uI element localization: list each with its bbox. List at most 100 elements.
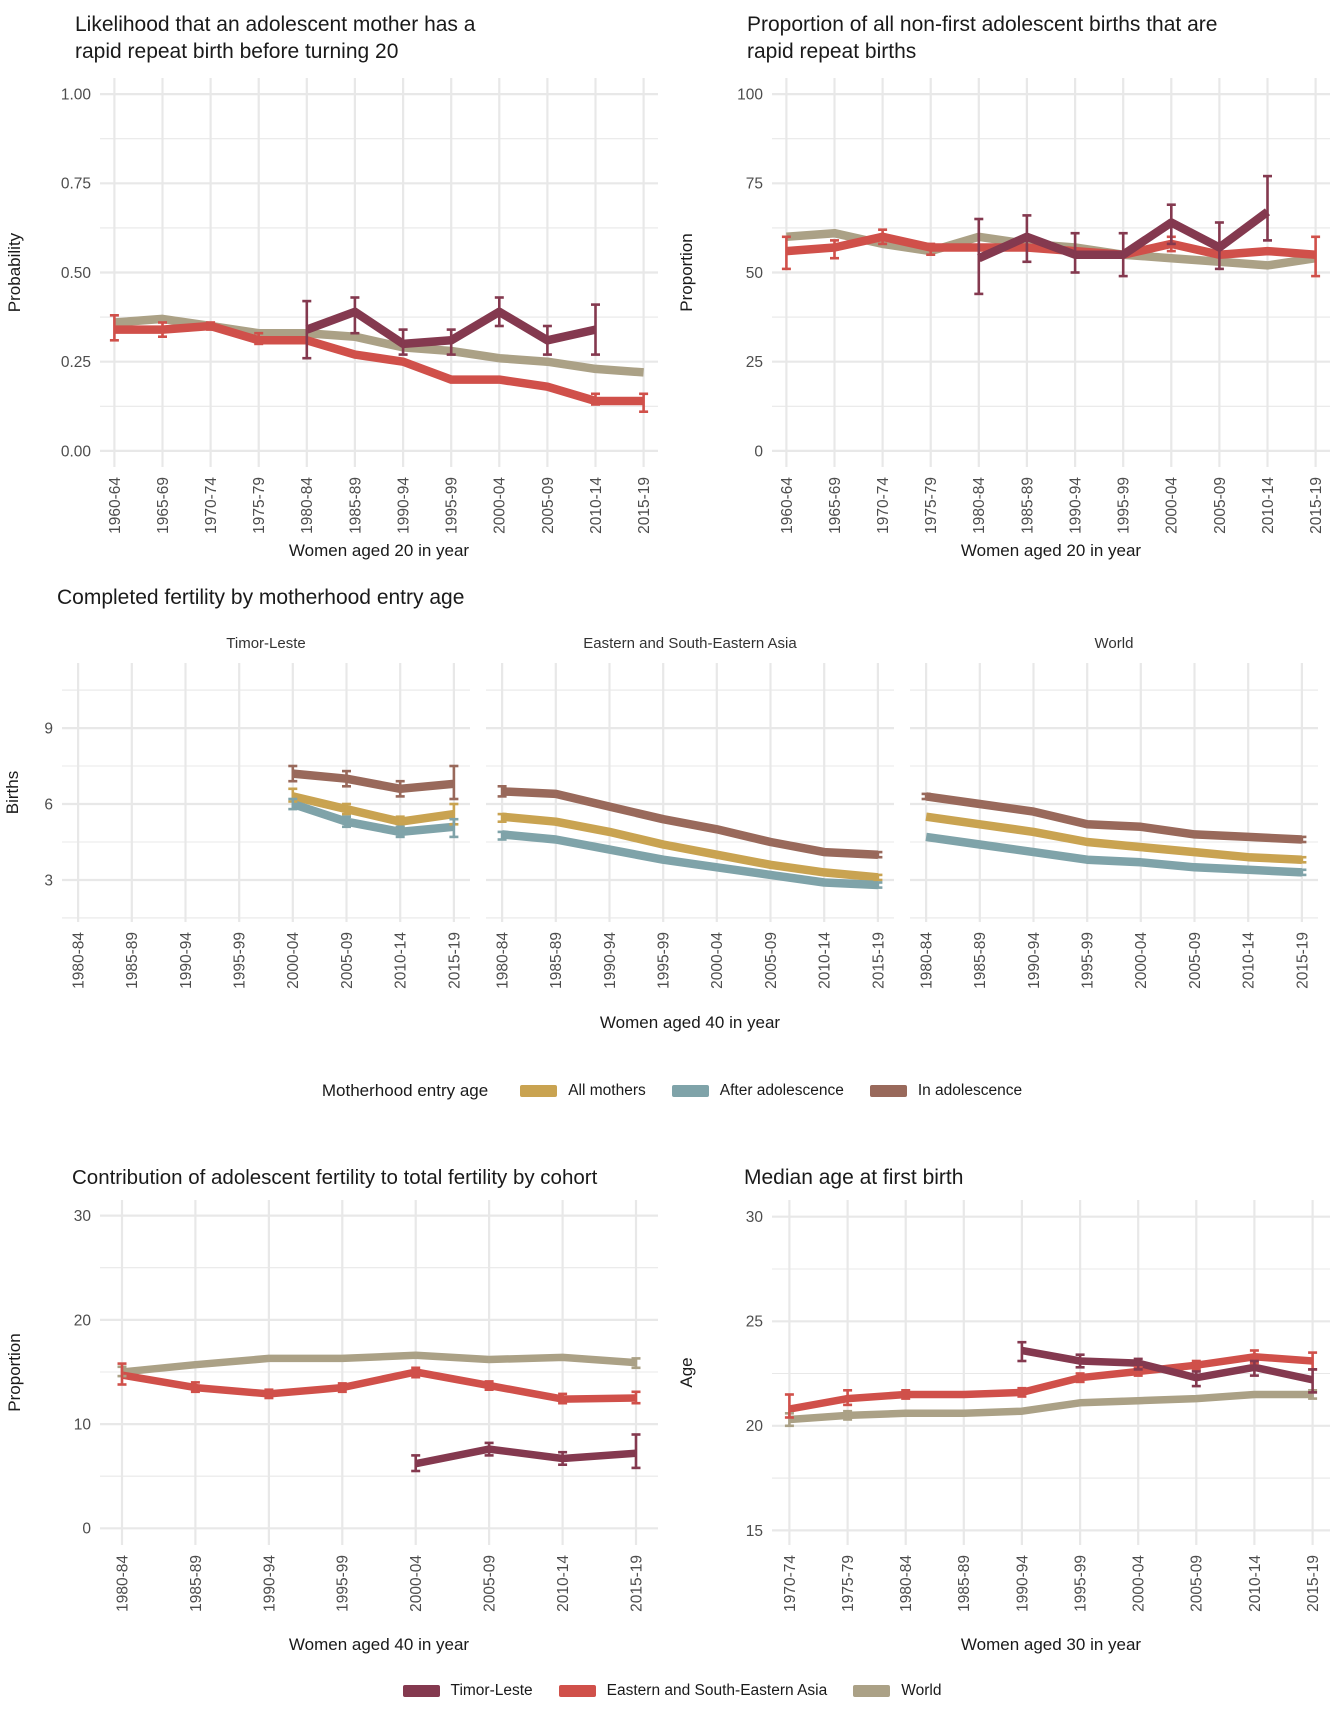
svg-text:Women aged 40 in year: Women aged 40 in year <box>600 1013 781 1032</box>
svg-text:Women aged 20 in year: Women aged 20 in year <box>961 541 1142 560</box>
svg-text:Age: Age <box>677 1357 696 1387</box>
svg-text:1995-99: 1995-99 <box>656 932 673 989</box>
svg-text:2000-04: 2000-04 <box>709 932 726 989</box>
svg-text:2000-04: 2000-04 <box>408 1555 425 1612</box>
svg-text:2000-04: 2000-04 <box>1131 1555 1148 1612</box>
svg-text:30: 30 <box>746 1209 764 1226</box>
legend-label: Eastern and South-Eastern Asia <box>606 1682 828 1699</box>
legend-label: After adolescence <box>719 1082 844 1099</box>
svg-text:1990-94: 1990-94 <box>261 1555 278 1612</box>
world-swatch-icon <box>853 1685 891 1697</box>
svg-text:Proportion of all non-first ad: Proportion of all non-first adolescent b… <box>747 13 1217 36</box>
svg-text:1970-74: 1970-74 <box>203 477 220 534</box>
timor-leste-swatch-icon <box>402 1685 440 1697</box>
chart-rrb-proportion: Proportion of all non-first adolescent b… <box>677 13 1330 560</box>
svg-text:2015-19: 2015-19 <box>1294 932 1311 989</box>
svg-text:1975-79: 1975-79 <box>251 477 268 534</box>
svg-text:1990-94: 1990-94 <box>1014 1555 1031 1612</box>
svg-text:1975-79: 1975-79 <box>923 477 940 534</box>
svg-text:2000-04: 2000-04 <box>285 932 302 989</box>
svg-text:rapid repeat births: rapid repeat births <box>747 40 916 63</box>
svg-text:1995-99: 1995-99 <box>1116 477 1133 534</box>
svg-text:9: 9 <box>44 721 53 738</box>
svg-text:50: 50 <box>746 265 764 282</box>
svg-text:2015-19: 2015-19 <box>636 477 653 534</box>
svg-text:0.25: 0.25 <box>61 354 91 371</box>
svg-text:1995-99: 1995-99 <box>1073 1555 1090 1612</box>
svg-text:20: 20 <box>746 1418 764 1435</box>
svg-text:0: 0 <box>754 443 763 460</box>
svg-text:Contribution of adolescent fer: Contribution of adolescent fertility to … <box>72 1166 598 1189</box>
svg-text:1980-84: 1980-84 <box>898 1555 915 1612</box>
svg-text:1990-94: 1990-94 <box>602 932 619 989</box>
svg-text:2015-19: 2015-19 <box>1305 1555 1322 1612</box>
svg-text:2015-19: 2015-19 <box>446 932 463 989</box>
legend-label: World <box>901 1682 942 1699</box>
svg-text:0.75: 0.75 <box>61 176 91 193</box>
svg-text:1965-69: 1965-69 <box>827 477 844 534</box>
svg-text:1980-84: 1980-84 <box>919 932 936 989</box>
svg-text:25: 25 <box>746 354 763 371</box>
svg-text:2005-09: 2005-09 <box>540 477 557 534</box>
svg-text:2005-09: 2005-09 <box>1212 477 1229 534</box>
svg-text:Women aged 30 in year: Women aged 30 in year <box>961 1635 1142 1654</box>
legend-motherhood-entry-age: Motherhood entry age All mothers After a… <box>0 1078 1344 1104</box>
svg-text:0.50: 0.50 <box>61 265 92 282</box>
svg-text:1985-89: 1985-89 <box>124 932 141 989</box>
svg-text:2010-14: 2010-14 <box>1241 932 1258 989</box>
svg-text:2010-14: 2010-14 <box>555 1555 572 1612</box>
legend-label: Timor-Leste <box>450 1682 533 1699</box>
svg-text:1975-79: 1975-79 <box>840 1555 857 1612</box>
svg-text:2010-14: 2010-14 <box>1260 477 1277 534</box>
svg-text:Eastern and South-Eastern Asia: Eastern and South-Eastern Asia <box>583 635 797 652</box>
svg-text:1960-64: 1960-64 <box>779 477 796 534</box>
svg-text:rapid repeat birth before turn: rapid repeat birth before turning 20 <box>75 40 398 63</box>
svg-text:1.00: 1.00 <box>61 87 92 104</box>
svg-text:20: 20 <box>74 1312 92 1329</box>
svg-text:100: 100 <box>737 87 763 104</box>
svg-text:1995-99: 1995-99 <box>1080 932 1097 989</box>
svg-text:2010-14: 2010-14 <box>393 932 410 989</box>
in-adolescence-swatch-icon <box>869 1085 907 1097</box>
svg-text:2010-14: 2010-14 <box>1247 1555 1264 1612</box>
svg-text:1985-89: 1985-89 <box>972 932 989 989</box>
svg-text:1990-94: 1990-94 <box>1068 477 1085 534</box>
svg-text:1995-99: 1995-99 <box>444 477 461 534</box>
legend-item-timor-leste: Timor-Leste <box>402 1682 533 1700</box>
svg-text:Median age at first birth: Median age at first birth <box>744 1166 963 1189</box>
legend-label: All mothers <box>568 1082 646 1099</box>
svg-text:Timor-Leste: Timor-Leste <box>226 635 305 652</box>
chart-median-age-first-birth: Median age at first birth 1970-74 1975-79 1… <box>677 1166 1330 1654</box>
legend-title: Motherhood entry age <box>321 1081 489 1100</box>
chart-completed-fertility: Completed fertility by motherhood entry … <box>3 586 1318 1032</box>
esea-swatch-icon <box>558 1685 596 1697</box>
svg-text:2005-09: 2005-09 <box>1189 1555 1206 1612</box>
svg-text:15: 15 <box>746 1523 763 1540</box>
svg-text:2005-09: 2005-09 <box>763 932 780 989</box>
svg-text:30: 30 <box>74 1208 92 1225</box>
legend-item-all-mothers: All mothers <box>520 1082 646 1100</box>
svg-text:3: 3 <box>44 872 53 889</box>
svg-text:1995-99: 1995-99 <box>335 1555 352 1612</box>
svg-text:1985-89: 1985-89 <box>1019 477 1036 534</box>
svg-text:2015-19: 2015-19 <box>628 1555 645 1612</box>
svg-text:10: 10 <box>74 1417 92 1434</box>
svg-text:2005-09: 2005-09 <box>1187 932 1204 989</box>
svg-text:Completed fertility by motherh: Completed fertility by motherhood entry … <box>57 586 464 609</box>
after-adolescence-swatch-icon <box>671 1085 709 1097</box>
svg-text:25: 25 <box>746 1314 763 1331</box>
svg-text:1980-84: 1980-84 <box>971 477 988 534</box>
svg-text:1970-74: 1970-74 <box>875 477 892 534</box>
svg-text:1980-84: 1980-84 <box>114 1555 131 1612</box>
svg-text:1980-84: 1980-84 <box>495 932 512 989</box>
svg-text:1990-94: 1990-94 <box>1026 932 1043 989</box>
svg-text:Proportion: Proportion <box>5 1333 24 1411</box>
svg-text:Women aged 40 in year: Women aged 40 in year <box>289 1635 470 1654</box>
legend-item-esea: Eastern and South-Eastern Asia <box>558 1682 828 1700</box>
svg-text:0.00: 0.00 <box>61 443 92 460</box>
svg-text:1990-94: 1990-94 <box>178 932 195 989</box>
svg-text:Proportion: Proportion <box>677 233 696 311</box>
all-mothers-swatch-icon <box>520 1085 558 1097</box>
svg-text:2000-04: 2000-04 <box>1133 932 1150 989</box>
svg-text:1985-89: 1985-89 <box>347 477 364 534</box>
